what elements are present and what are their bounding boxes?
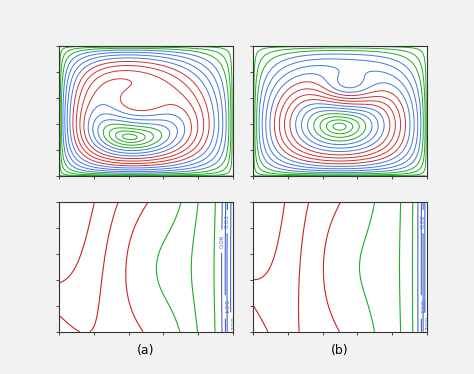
X-axis label: (b): (b): [331, 344, 349, 356]
Text: 0.03: 0.03: [225, 215, 230, 229]
Text: 0.03: 0.03: [419, 300, 424, 314]
Text: 0.01: 0.01: [422, 317, 428, 331]
Text: 0.02: 0.02: [420, 215, 426, 229]
Text: 0.01: 0.01: [228, 317, 233, 331]
Text: 0.06: 0.06: [219, 234, 224, 248]
X-axis label: (a): (a): [137, 344, 155, 356]
Text: 0.04: 0.04: [223, 300, 228, 314]
